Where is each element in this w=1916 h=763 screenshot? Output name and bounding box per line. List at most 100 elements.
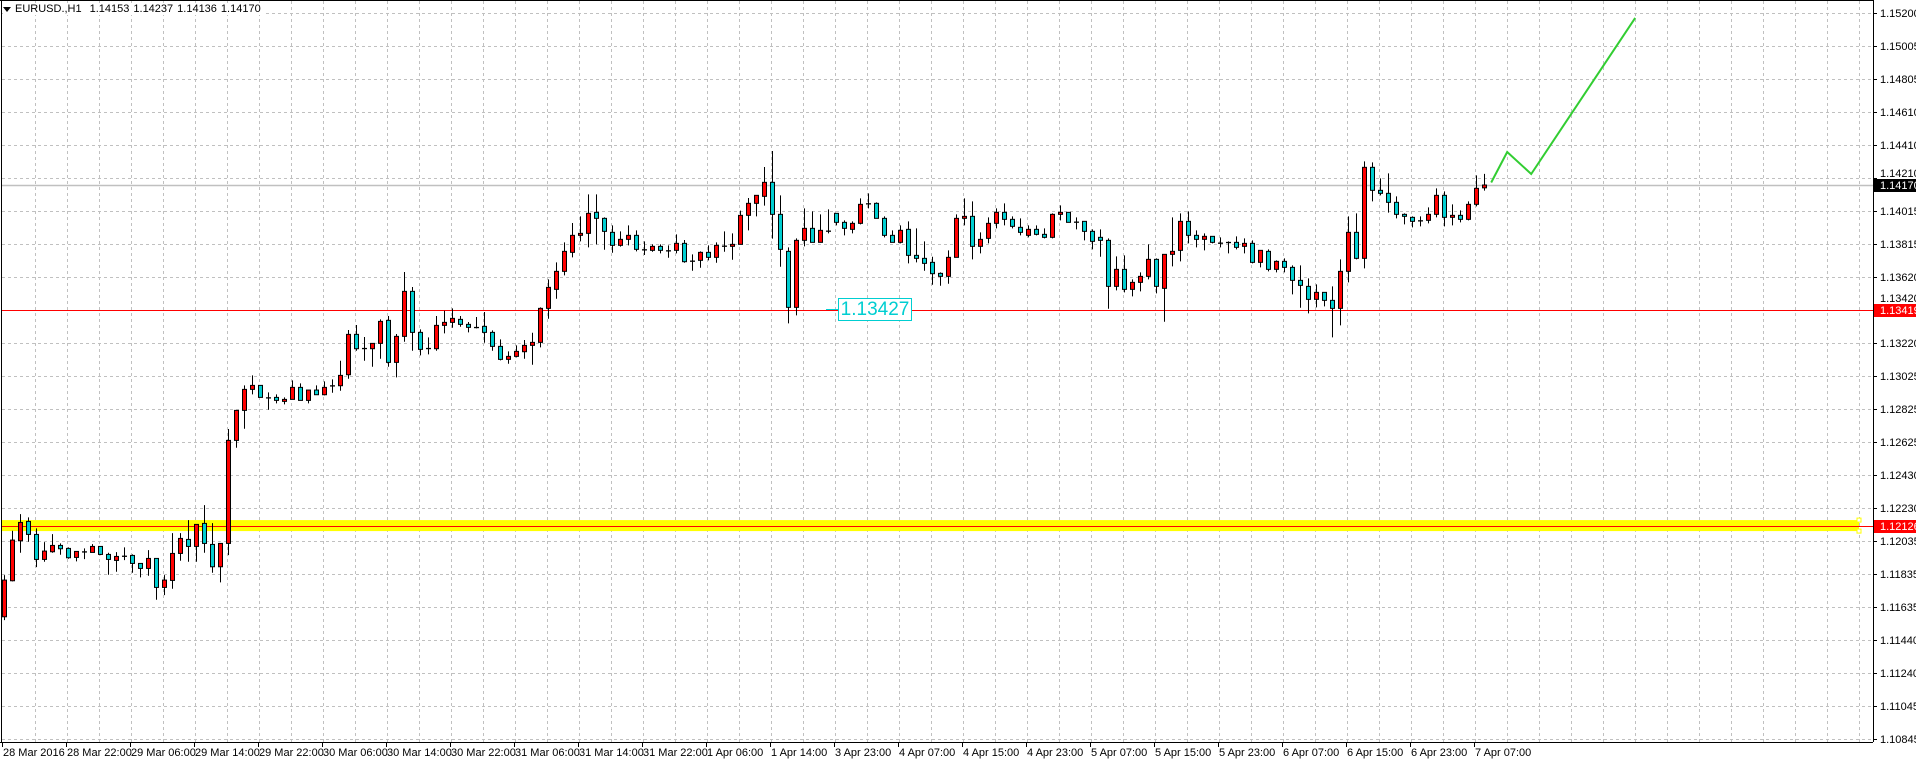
candle: [306, 389, 311, 404]
candle-body-bullish: [578, 232, 583, 236]
candle: [866, 193, 871, 209]
zone-handle[interactable]: [1856, 517, 1862, 523]
candle-body-bearish: [1266, 250, 1271, 270]
candle-body-bullish: [802, 227, 807, 241]
candle-body-bearish: [26, 520, 31, 535]
candle-body-bullish: [818, 229, 823, 243]
forecast-line[interactable]: [1490, 17, 1637, 183]
candle-body-bullish: [1274, 260, 1279, 270]
candle-body-bearish: [938, 272, 943, 277]
price-tick-label: 1.13815: [1880, 239, 1916, 251]
candle: [546, 279, 551, 319]
candle: [242, 385, 247, 429]
candle-body-bearish: [258, 384, 263, 398]
candle-body-bullish: [570, 234, 575, 253]
candle: [1346, 216, 1351, 283]
candle: [602, 217, 607, 250]
candle-body-bearish: [1330, 299, 1335, 309]
candle-body-bullish: [674, 242, 679, 251]
candle: [1162, 253, 1167, 322]
triangle-down-icon[interactable]: [3, 6, 11, 12]
price-tick-label: 1.14610: [1880, 107, 1916, 119]
candle-body-bullish: [1026, 228, 1031, 236]
candle: [674, 234, 679, 254]
candle-body-bearish: [930, 261, 935, 275]
candle-body-bullish: [1314, 291, 1319, 300]
candle-body-bearish: [130, 554, 135, 564]
candle: [610, 225, 615, 253]
candle-body-bullish: [1202, 235, 1207, 240]
candle-body-bearish: [410, 290, 415, 333]
candle-body-bearish: [314, 389, 319, 396]
candle: [1362, 161, 1367, 269]
candle: [1466, 201, 1471, 221]
candle: [954, 214, 959, 258]
candle: [1258, 249, 1263, 268]
price-tick-label: 1.12035: [1880, 536, 1916, 548]
price-tick-label: 1.12230: [1880, 503, 1916, 515]
candle-body-bearish: [458, 318, 463, 325]
candle: [690, 254, 695, 271]
candle: [202, 505, 207, 553]
candle: [226, 429, 231, 556]
time-tick-label: 4 Apr 15:00: [963, 747, 1019, 759]
candle-body-bearish: [274, 396, 279, 401]
candle-body-bullish: [394, 335, 399, 363]
candle-body-bearish: [842, 221, 847, 229]
bid-price-tag-box: [1874, 179, 1916, 192]
bid-price-tag-text: 1.14170: [1880, 180, 1916, 192]
candle-body-bearish: [810, 227, 815, 243]
price-axis[interactable]: 1.15200 1.15005 1.14805 1.14610 1.14410 1.142…: [1873, 8, 1916, 746]
price-tick-label: 1.11635: [1880, 602, 1916, 614]
candle: [906, 221, 911, 264]
candle: [538, 307, 543, 348]
candle: [570, 223, 575, 258]
candle-body-bullish: [74, 550, 79, 558]
zone-handle[interactable]: [1856, 528, 1862, 534]
candle: [1450, 204, 1455, 226]
candle: [234, 409, 239, 448]
horizontal-lines[interactable]: [2, 184, 1873, 527]
candle: [722, 231, 727, 252]
candle: [1434, 188, 1439, 218]
time-tick-label: 29 Mar 22:00: [259, 747, 324, 759]
candle-body-bearish: [1410, 216, 1415, 222]
candle: [1074, 217, 1079, 230]
candle: [1426, 207, 1431, 224]
yellow-zone-rectangle[interactable]: [2, 520, 1859, 532]
time-axis[interactable]: 28 Mar 2016 28 Mar 22:00 29 Mar 06:00 29 Ma…: [2, 742, 1532, 759]
candle: [554, 262, 559, 299]
candle: [586, 194, 591, 248]
candle: [970, 201, 975, 260]
candle: [634, 230, 639, 252]
forecast-polyline[interactable]: [1490, 17, 1637, 183]
candle: [1290, 265, 1295, 295]
candle: [1090, 229, 1095, 250]
time-tick-label: 30 Mar 22:00: [451, 747, 516, 759]
price-tick-label: 1.11835: [1880, 569, 1916, 581]
candle-body-bearish: [1010, 218, 1015, 227]
candle-body-bearish: [1154, 258, 1159, 287]
candle: [650, 244, 655, 252]
support-zone[interactable]: [2, 517, 1862, 534]
candle: [66, 547, 71, 559]
candle-body-bullish: [1474, 187, 1479, 205]
candle-body-bearish: [466, 323, 471, 328]
candle: [706, 245, 711, 261]
candle-body-bearish: [1018, 226, 1023, 233]
candle-body-bullish: [178, 537, 183, 554]
text-label-connector: [826, 309, 838, 310]
candle-body-bearish: [1322, 291, 1327, 301]
candle-body-bearish: [1194, 234, 1199, 240]
candle: [266, 392, 271, 410]
candle-body-bullish: [626, 234, 631, 240]
price-text-label[interactable]: 1.13427: [838, 298, 912, 321]
candle: [290, 380, 295, 400]
candle-body-bullish: [858, 203, 863, 224]
candle: [1066, 211, 1071, 223]
candle: [938, 272, 943, 286]
candle: [26, 517, 31, 542]
candle-body-bearish: [482, 325, 487, 333]
candle: [1330, 286, 1335, 338]
